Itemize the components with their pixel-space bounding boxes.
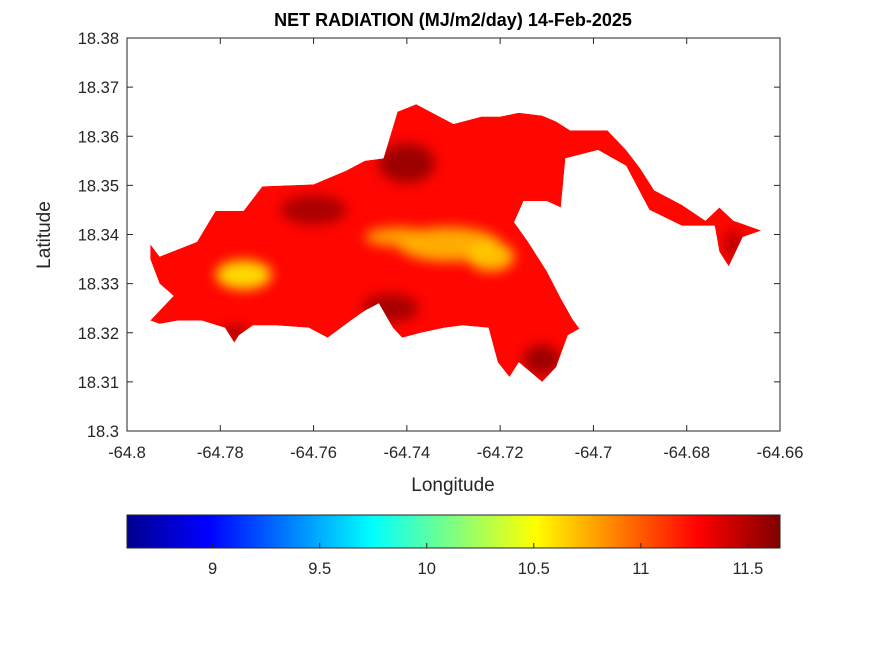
y-tick-label: 18.32 bbox=[78, 325, 119, 343]
x-tick-label: -64.7 bbox=[575, 444, 613, 462]
colorbar-tick-label: 10 bbox=[418, 560, 436, 578]
radiation-field bbox=[150, 104, 762, 382]
colorbar-tick-label: 11.5 bbox=[732, 560, 763, 578]
hotspot bbox=[523, 345, 561, 375]
y-tick-label: 18.34 bbox=[78, 227, 119, 245]
y-axis-ticks: 18.3 18.31 18.32 18.33 18.34 18.35 18.36 18.37 1… bbox=[78, 30, 780, 441]
x-tick-label: -64.78 bbox=[197, 444, 244, 462]
y-tick-label: 18.31 bbox=[78, 374, 119, 392]
region-main-island bbox=[150, 104, 762, 382]
y-tick-label: 18.36 bbox=[78, 128, 119, 146]
colorbar bbox=[126, 514, 781, 549]
hotspot bbox=[215, 260, 272, 290]
x-tick-label: -64.8 bbox=[108, 444, 146, 462]
hotspot bbox=[364, 227, 431, 247]
x-axis-label: Longitude bbox=[411, 475, 494, 496]
chart-title: NET RADIATION (MJ/m2/day) 14-Feb-2025 bbox=[274, 10, 632, 30]
colorbar-ticks: 9 9.5 10 10.5 11 11.5 bbox=[208, 543, 763, 578]
x-axis-ticks: -64.8 -64.78 -64.76 -64.74 -64.72 -64.7 -64.68… bbox=[108, 38, 803, 462]
x-tick-label: -64.68 bbox=[663, 444, 710, 462]
x-tick-label: -64.74 bbox=[383, 444, 430, 462]
x-tick-label: -64.76 bbox=[290, 444, 337, 462]
colorbar-tick-label: 9.5 bbox=[308, 560, 331, 578]
x-tick-label: -64.66 bbox=[757, 444, 804, 462]
y-tick-label: 18.37 bbox=[78, 79, 119, 97]
hotspot bbox=[467, 241, 515, 272]
y-tick-label: 18.33 bbox=[78, 276, 119, 294]
colorbar-tick-label: 9 bbox=[208, 560, 217, 578]
y-axis-label: Latitude bbox=[34, 201, 55, 269]
hotspot bbox=[378, 143, 435, 183]
colorbar-tick-label: 10.5 bbox=[518, 560, 550, 578]
x-tick-label: -64.72 bbox=[477, 444, 524, 462]
hotspot bbox=[280, 195, 347, 225]
y-tick-label: 18.38 bbox=[78, 30, 119, 48]
y-tick-label: 18.35 bbox=[78, 177, 119, 195]
colorbar-tick-label: 11 bbox=[632, 560, 649, 578]
y-tick-label: 18.3 bbox=[87, 423, 119, 441]
